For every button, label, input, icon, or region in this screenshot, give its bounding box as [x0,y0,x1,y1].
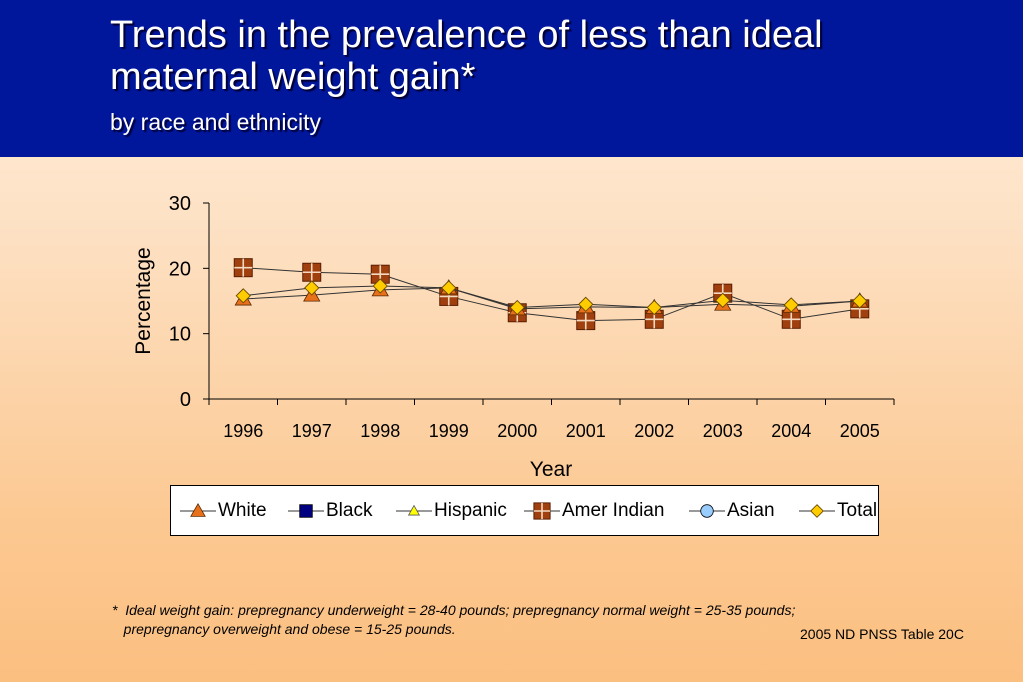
data-point-amer-indian [576,311,596,331]
legend-label: Amer Indian [562,500,665,521]
title-banner: Trends in the prevalence of less than id… [0,0,1023,157]
data-point-amer-indian [233,258,253,278]
data-point-total [715,292,731,308]
data-point-amer-indian [781,309,801,329]
footnote: * Ideal weight gain: prepregnancy underw… [112,601,872,639]
series-line-white [243,287,860,310]
series-white [234,279,869,316]
x-tick-label: 1996 [223,421,263,441]
y-tick-label: 10 [169,324,191,346]
legend-swatch-total [799,504,835,518]
legend-swatch-hispanic [396,504,432,516]
data-point-total [852,293,868,309]
legend-swatch-black [288,504,324,518]
x-tick-label: 2001 [566,421,606,441]
data-point-total [783,297,799,313]
data-point-total [441,280,457,296]
data-point-total [304,280,320,296]
series-line-amer-indian [243,267,860,322]
legend-label: Total [837,500,878,521]
x-tick-label: 1998 [360,421,400,441]
y-axis-label: Percentage [132,247,155,354]
x-tick-label: 2000 [497,421,537,441]
legend-label: Hispanic [434,500,507,521]
y-tick-label: 20 [169,258,191,280]
data-point-total [578,296,594,312]
source-citation: 2005 ND PNSS Table 20C [800,626,964,642]
x-axis-label: Year [530,458,572,481]
y-tick-label: 30 [169,193,191,215]
series-total [235,278,868,316]
data-point-amer-indian [644,309,664,329]
data-point-total [235,288,251,304]
page-title: Trends in the prevalence of less than id… [110,14,823,98]
x-tick-label: 2002 [634,421,674,441]
footnote-line-1: * Ideal weight gain: prepregnancy underw… [112,602,796,618]
data-point-total [646,299,662,316]
footnote-line-2: prepregnancy overweight and obese = 15-2… [112,621,456,637]
legend-swatch-white [180,502,216,517]
x-tick-label: 1997 [292,421,332,441]
chart-legend: White Black Hispanic Amer Indian Asian Total [170,485,879,536]
chart-axes: 0 10 20 30 1996 1997 1998 1999 2000 2001 2002 2003 2… [169,193,895,441]
x-tick-label: 2004 [771,421,811,441]
x-tick-label: 2005 [840,421,880,441]
y-tick-label: 0 [180,389,191,411]
x-tick-label: 2003 [703,421,743,441]
chart-series [233,258,870,331]
legend-label: Black [326,500,373,521]
page-subtitle: by race and ethnicity [110,109,321,135]
data-point-amer-indian [302,262,322,282]
legend-swatch-amer-indian [524,502,560,520]
legend-label: Asian [727,500,775,521]
legend-swatch-asian [689,504,725,518]
data-point-total [509,299,525,316]
legend-label: White [218,500,267,521]
series-line-total [243,285,860,309]
x-tick-label: 1999 [429,421,469,441]
data-point-total [372,278,388,294]
